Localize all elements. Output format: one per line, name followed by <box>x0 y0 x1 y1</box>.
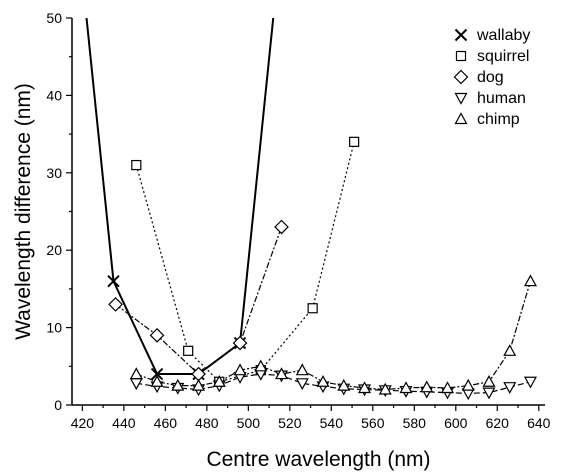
point-wallaby <box>150 367 164 381</box>
x-tick-label: 440 <box>112 415 136 431</box>
point-squirrel <box>131 159 142 171</box>
point-chimp <box>275 367 289 380</box>
x-axis-title: Centre wavelength (nm) <box>206 448 430 471</box>
point-dog <box>274 219 289 235</box>
point-chimp <box>212 375 226 387</box>
point-wallaby <box>107 274 120 288</box>
point-squirrel <box>183 345 194 356</box>
y-tick-label: 20 <box>46 242 62 258</box>
point-human <box>523 376 537 389</box>
point-chimp <box>129 367 143 380</box>
legend-label-squirrel: squirrel <box>477 48 529 65</box>
point-dog <box>232 335 248 351</box>
point-dog <box>108 297 123 312</box>
y-tick-label: 0 <box>54 397 62 413</box>
series-line-squirrel <box>135 141 355 383</box>
x-tick-label: 480 <box>195 415 219 431</box>
legend: wallaby squirrel dog human chimp <box>453 27 530 128</box>
x-tick-label: 520 <box>278 415 302 431</box>
x-tick-label: 600 <box>444 415 468 431</box>
point-squirrel <box>349 136 360 147</box>
point-chimp <box>461 378 475 391</box>
point-chimp <box>254 359 268 372</box>
point-chimp <box>399 381 413 394</box>
x-tick-label: 620 <box>486 415 510 431</box>
y-tick-label: 40 <box>46 87 62 103</box>
legend-label-wallaby: wallaby <box>476 27 530 44</box>
point-human <box>295 378 309 391</box>
x-tick-label: 420 <box>71 415 95 431</box>
legend-marker-dog <box>453 69 469 85</box>
y-tick-label: 30 <box>46 165 62 181</box>
legend-label-human: human <box>477 90 526 107</box>
point-chimp <box>357 381 372 394</box>
point-chimp <box>378 382 392 395</box>
series-markers <box>107 136 537 401</box>
plot-area <box>71 18 545 406</box>
point-human <box>482 387 496 400</box>
point-wallaby-stroke <box>150 367 164 381</box>
x-tick-label: 560 <box>361 415 385 431</box>
point-chimp <box>233 363 247 376</box>
series-line-wallaby <box>85 18 275 376</box>
point-chimp <box>420 380 434 393</box>
legend-marker-chimp <box>454 112 468 125</box>
legend-marker-human <box>454 92 468 105</box>
x-tick-label: 460 <box>154 415 178 431</box>
x-tick-label: 540 <box>320 415 344 431</box>
point-chimp <box>523 274 537 287</box>
legend-marker-wallaby <box>454 28 468 42</box>
point-chimp <box>316 375 330 387</box>
point-chimp <box>171 378 185 391</box>
x-tick-label: 500 <box>237 415 261 431</box>
legend-marker-squirrel <box>455 50 467 62</box>
x-tick-label: 640 <box>527 415 551 431</box>
series-line-dog <box>115 226 283 375</box>
point-chimp <box>150 375 164 387</box>
y-ticks: 0 10 20 30 40 50 <box>46 10 72 413</box>
point-chimp <box>337 378 351 391</box>
point-chimp <box>295 363 309 376</box>
point-chimp <box>440 381 455 394</box>
legend-label-chimp: chimp <box>477 111 520 128</box>
y-tick-label: 10 <box>46 320 62 336</box>
point-human <box>503 382 517 394</box>
y-tick-label: 50 <box>46 10 62 26</box>
point-chimp <box>503 344 517 356</box>
y-axis-title: Wavelength difference (nm) <box>12 83 35 340</box>
point-chimp <box>482 375 496 387</box>
legend-marker-wallaby-stroke <box>454 28 468 42</box>
point-chimp <box>192 378 206 391</box>
point-dog <box>149 327 165 343</box>
legend-label-dog: dog <box>477 69 504 86</box>
x-ticks: 420 440 460 480 500 520 540 560 580 600 620 640 <box>71 405 551 431</box>
point-wallaby-stroke <box>107 274 120 288</box>
point-squirrel <box>307 303 318 314</box>
x-tick-label: 580 <box>403 415 427 431</box>
